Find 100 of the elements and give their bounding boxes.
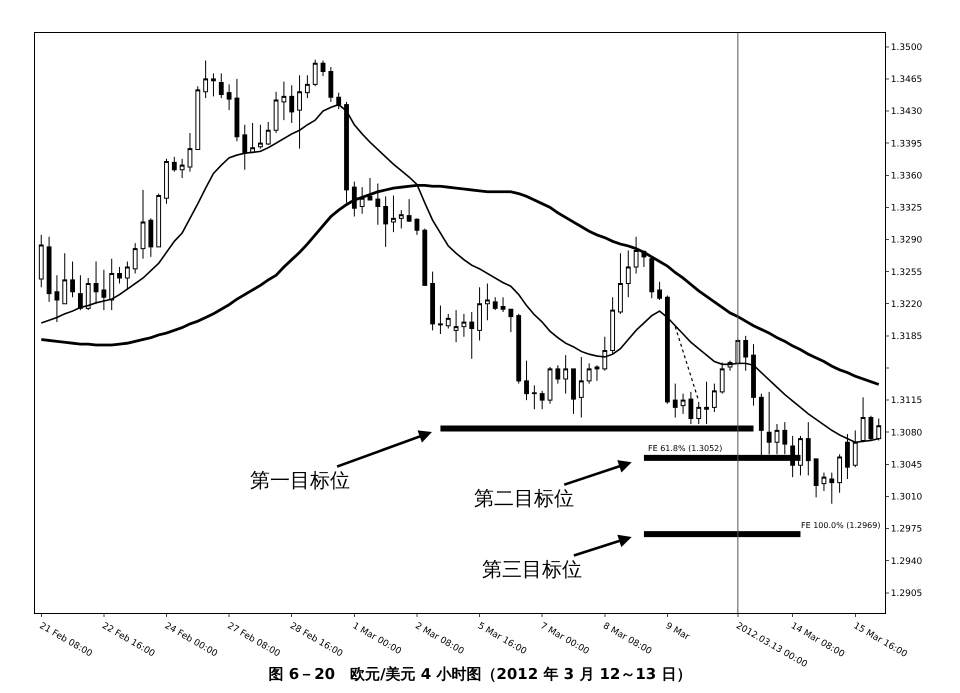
candlestick [477, 286, 482, 341]
y-tick-label: 1.3010 [890, 492, 923, 503]
annotation: 第二目标位 [474, 486, 574, 510]
candlestick [54, 274, 60, 323]
candlestick [391, 194, 396, 233]
candlestick [720, 362, 725, 394]
y-tick-label: 1.3255 [890, 268, 922, 278]
candlestick [203, 60, 208, 99]
y-tick-label: 1.2975 [890, 524, 922, 535]
y-tick-label: 1.3115 [890, 396, 922, 406]
candlestick [438, 305, 443, 335]
candlestick [664, 294, 670, 404]
candlestick [578, 356, 584, 418]
y-tick-label: 1.3500 [890, 42, 923, 53]
candlestick [508, 308, 514, 333]
candlestick [124, 261, 130, 290]
candlestick [524, 360, 529, 401]
candlestick [46, 236, 52, 302]
candlestick [454, 310, 458, 343]
candlestick [814, 458, 819, 498]
candlestick [242, 124, 248, 170]
candlestick [657, 281, 662, 301]
candlestick [312, 59, 318, 87]
candlestick [751, 344, 756, 406]
y-tick-label: 1.3185 [890, 332, 922, 342]
candlestick [226, 84, 232, 111]
candlestick [563, 354, 568, 394]
candlestick [320, 60, 326, 77]
candlestick [109, 258, 114, 311]
candlestick [414, 218, 420, 236]
candlestick [86, 278, 91, 311]
candlestick [516, 313, 522, 384]
candlestick [328, 66, 334, 102]
candlestick [555, 364, 560, 384]
candlestick [540, 390, 545, 410]
y-tick-label: 1.2905 [890, 588, 922, 599]
candlestick [422, 228, 428, 286]
candlestick [195, 86, 200, 150]
candlestick [837, 454, 842, 494]
candlestick [532, 384, 537, 410]
candlestick [156, 193, 162, 248]
candlestick [618, 252, 623, 314]
candlestick [594, 364, 600, 382]
candlestick [680, 393, 686, 414]
candlestick [712, 383, 717, 413]
candlestick [571, 368, 576, 414]
annotation: 第三目标位 [482, 557, 582, 581]
annotation: FE 61.8% (1.3052) [648, 444, 722, 453]
candlestick [258, 124, 263, 150]
text: 图 6－20 欧元/美元 4 小时图（2012 年 3 月 12～13 日） [268, 665, 692, 684]
candlestick [132, 242, 138, 274]
candlestick [634, 236, 639, 274]
candlestick [829, 472, 834, 504]
candlestick [626, 250, 631, 298]
candlestick [234, 78, 240, 142]
y-tick-label: 1.3430 [890, 107, 923, 118]
candlestick [446, 313, 451, 330]
candlestick [218, 72, 224, 99]
candlestick [274, 91, 278, 134]
y-tick-label: 1.3465 [890, 75, 922, 86]
candlestick [462, 313, 466, 338]
candlestick [430, 271, 436, 331]
candlestick [492, 296, 498, 311]
candlestick [211, 72, 216, 97]
candlestick [383, 196, 388, 248]
candlestick [743, 335, 748, 372]
y-tick-label: 1.3080 [890, 428, 923, 438]
candlestick [289, 84, 294, 124]
candlestick [164, 158, 169, 204]
candlestick [484, 283, 490, 321]
candlestick [822, 472, 826, 492]
candlestick [469, 311, 474, 360]
y-tick-label: 1.3325 [890, 204, 922, 214]
candlestick [610, 296, 616, 354]
candlestick [172, 156, 177, 172]
candlestick [101, 269, 106, 311]
y-tick-label: 1.3360 [890, 171, 923, 182]
candlestick [548, 366, 552, 404]
candlestick [180, 158, 185, 178]
candlestick [602, 336, 608, 372]
y-tick-label: 1.2940 [890, 556, 923, 567]
candlestick [868, 415, 874, 441]
candlestick [281, 81, 286, 121]
candlestick [304, 74, 310, 99]
y-tick-label: 1.3290 [890, 236, 923, 246]
candlestick [360, 186, 365, 214]
annotation: FE 100.0% (1.2969) [801, 521, 880, 530]
candlestick [500, 296, 506, 312]
candlestick [62, 252, 68, 304]
candlestick [672, 383, 678, 418]
candlestick [94, 261, 98, 304]
candlestick [188, 132, 192, 172]
annotation: 第一目标位 [250, 468, 350, 492]
candlestick [117, 266, 122, 284]
candlestick [586, 362, 592, 384]
candlestick [78, 274, 83, 311]
x-tick-label: 9 Mar [664, 621, 692, 643]
y-tick-label: 1.3045 [890, 460, 922, 470]
candlestick [406, 198, 412, 223]
y-tick-label: 1.3395 [890, 139, 922, 150]
